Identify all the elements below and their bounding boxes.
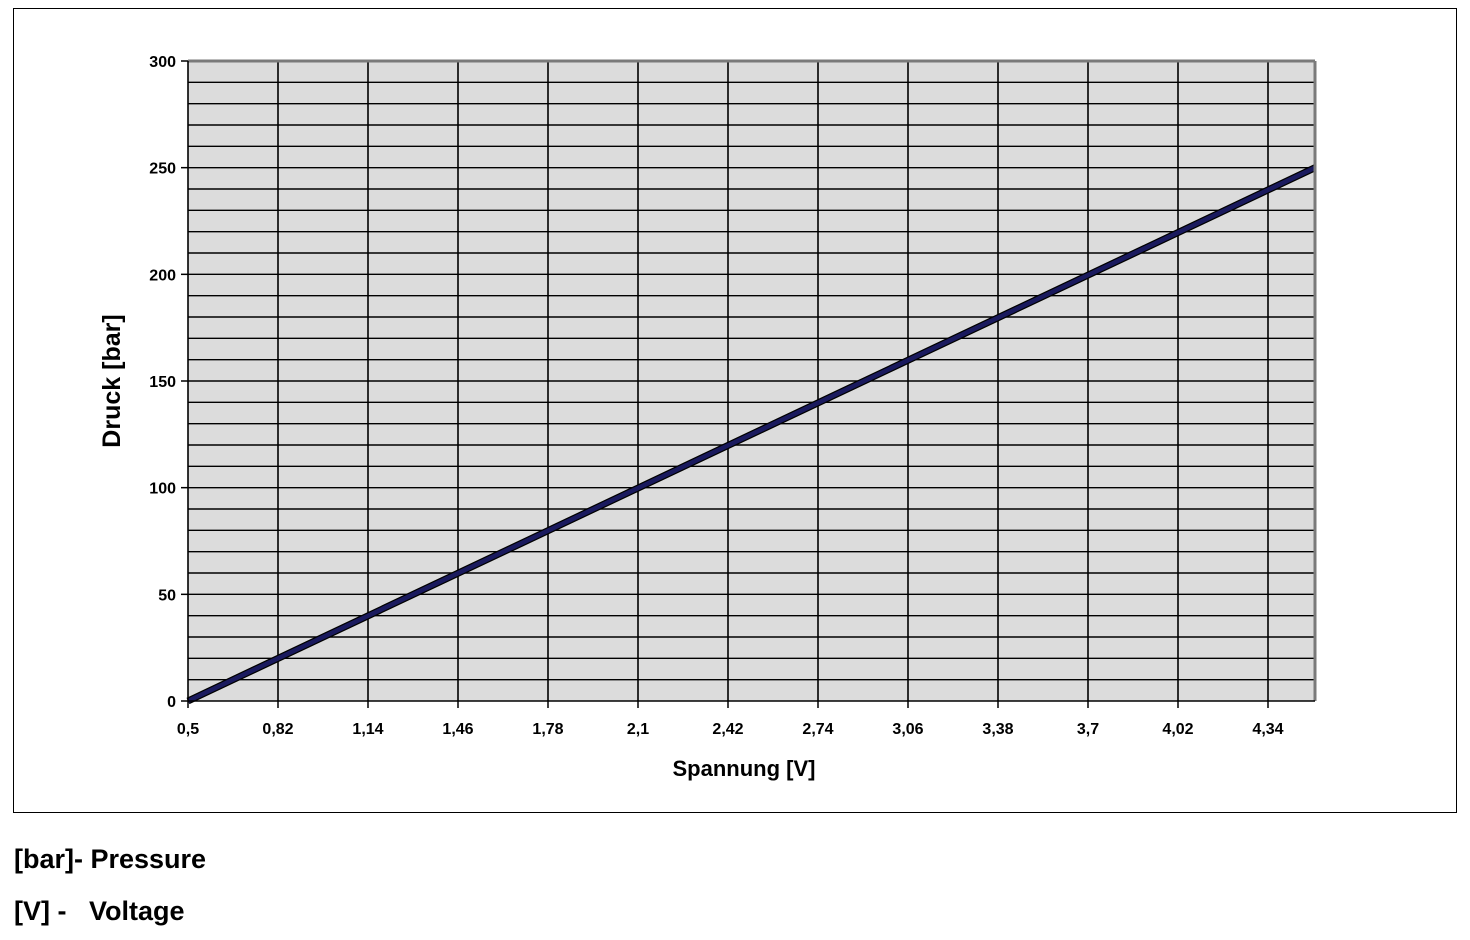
x-axis-title: Spannung [V] — [673, 756, 816, 781]
x-tick-label: 2,1 — [627, 721, 649, 738]
legend-note-voltage: [V] - Voltage — [14, 896, 185, 926]
x-tick-label: 0,82 — [262, 721, 293, 738]
x-tick-label: 3,06 — [892, 721, 923, 738]
x-tick-label: 3,38 — [982, 721, 1013, 738]
series-line — [187, 165, 1316, 704]
x-tick-label: 4,02 — [1162, 721, 1193, 738]
legend-note-pressure: [bar]- Pressure — [14, 844, 207, 874]
x-tick-label: 4,34 — [1252, 721, 1283, 738]
y-tick-label: 250 — [149, 161, 176, 178]
y-tick-label: 50 — [158, 587, 176, 604]
x-tick-label: 2,42 — [712, 721, 743, 738]
x-tick-label: 1,78 — [532, 721, 563, 738]
y-tick-label: 100 — [149, 481, 176, 498]
x-tick-label: 3,7 — [1077, 721, 1099, 738]
y-tick-label: 200 — [149, 267, 176, 284]
x-tick-label: 1,14 — [352, 721, 383, 738]
pressure-voltage-chart: 0 50 100 150 200 250 300 0,5 0,82 1,14 1,46 1,78 2,1… — [98, 54, 1317, 781]
x-tick-label: 2,74 — [802, 721, 833, 738]
y-tick-label: 150 — [149, 374, 176, 391]
y-tick-label: 300 — [149, 54, 176, 71]
x-tick-label: 0,5 — [177, 721, 199, 738]
y-axis-title: Druck [bar] — [98, 314, 126, 447]
x-tick-label: 1,46 — [442, 721, 473, 738]
y-tick-label: 0 — [167, 694, 176, 711]
